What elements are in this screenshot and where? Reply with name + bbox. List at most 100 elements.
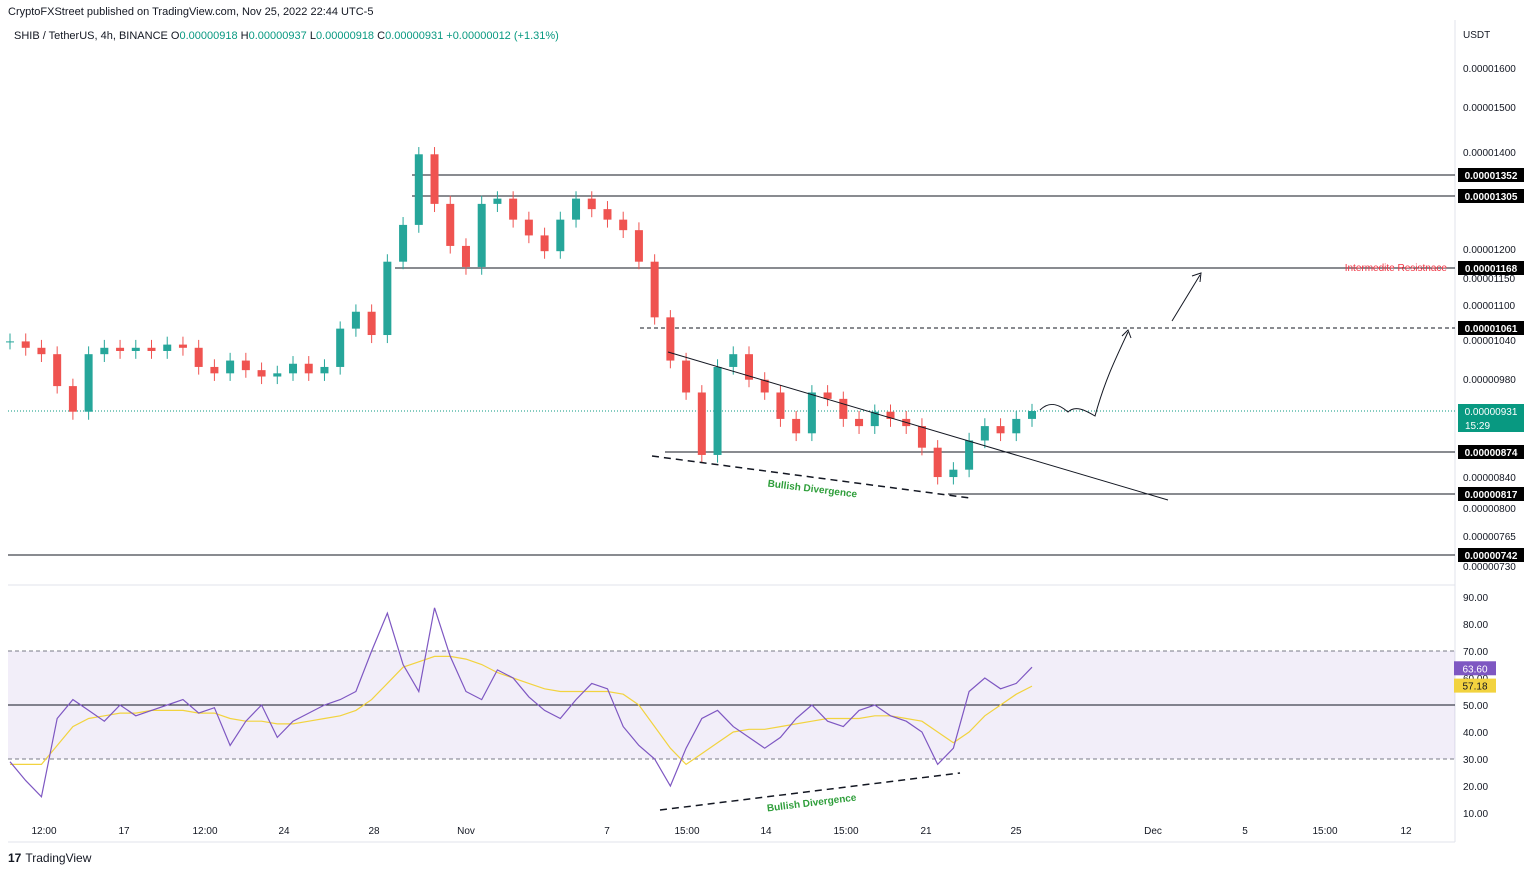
rsi-divergence-line <box>659 772 961 811</box>
candle <box>84 354 93 412</box>
open-label: O <box>170 30 180 42</box>
candle <box>430 154 439 204</box>
rsi-tick-label: 20.00 <box>1463 782 1488 793</box>
candle <box>477 203 486 267</box>
tradingview-brand[interactable]: 17 TradingView <box>8 851 91 865</box>
tradingview-logo-icon: 17 <box>8 851 22 865</box>
rsi-ma-value-label: 57.18 <box>1462 682 1487 693</box>
brand-name: TradingView <box>25 851 92 865</box>
price-tick-label: 0.00001100 <box>1463 301 1516 312</box>
candle <box>776 392 785 419</box>
level-label-box <box>1458 487 1524 501</box>
projected-path <box>1039 331 1129 417</box>
rsi-tick-label: 10.00 <box>1463 809 1488 820</box>
rsi-tick-label: 30.00 <box>1463 755 1488 766</box>
price-tick-label: 0.00000765 <box>1463 532 1516 543</box>
candle <box>634 230 643 262</box>
time-tick-label: Dec <box>1144 826 1162 837</box>
candle <box>147 347 156 351</box>
price-tick-label: 0.00001400 <box>1463 148 1516 159</box>
rsi-ma-line <box>10 655 1033 766</box>
close-label: C <box>377 30 386 42</box>
time-tick-label: 28 <box>368 826 380 837</box>
level-label-box <box>1458 445 1524 459</box>
candle <box>21 341 30 348</box>
time-tick-label: 12:00 <box>31 826 56 837</box>
candle <box>367 311 376 336</box>
candle <box>713 366 722 455</box>
candle <box>509 198 518 220</box>
level-label-box <box>1458 261 1524 275</box>
currency-label[interactable]: USDT <box>1463 30 1491 41</box>
candle <box>619 219 628 231</box>
candle <box>414 154 423 225</box>
candle <box>886 411 895 419</box>
time-tick-label: 24 <box>278 826 290 837</box>
level-label: 0.00000817 <box>1465 490 1518 501</box>
candle <box>870 411 879 427</box>
price-divergence-line <box>651 455 971 499</box>
candle <box>273 373 282 377</box>
candle <box>320 366 329 374</box>
high-value: 0.00000937 <box>248 30 307 42</box>
candle <box>587 198 596 210</box>
rsi-line <box>9 607 1033 799</box>
candle <box>839 398 848 419</box>
candle <box>949 469 958 478</box>
candle <box>194 347 203 367</box>
rsi-ma-value-box <box>1454 678 1496 693</box>
candle <box>572 198 581 220</box>
level-label-box <box>1458 321 1524 335</box>
close-value: 0.00000931 <box>385 30 444 42</box>
time-tick-label: 5 <box>1242 826 1248 837</box>
candle <box>6 341 14 343</box>
candle <box>682 360 691 393</box>
candle <box>807 392 816 434</box>
time-tick-label: 25 <box>1010 826 1022 837</box>
open-value: 0.00000918 <box>179 30 238 42</box>
current-price-label: 0.00000931 <box>1465 407 1518 418</box>
arrow-head-icon <box>1191 272 1202 283</box>
rsi-tick-label: 80.00 <box>1463 620 1488 631</box>
level-label: 0.00001352 <box>1465 171 1518 182</box>
change-value: +0.00000012 (+1.31%) <box>446 30 559 42</box>
price-tick-label: 0.00001500 <box>1463 103 1516 114</box>
candle <box>980 426 989 441</box>
candle <box>556 219 565 252</box>
candle <box>53 354 62 387</box>
countdown-label: 15:29 <box>1465 421 1490 432</box>
candle <box>241 360 250 371</box>
time-tick-label: 12:00 <box>192 826 217 837</box>
candle <box>351 311 360 329</box>
descending-trendline <box>667 351 1169 501</box>
level-label-box <box>1458 168 1524 182</box>
candle <box>823 392 832 399</box>
candle <box>855 418 864 427</box>
symbol-legend: SHIB / TetherUS, 4h, BINANCE O0.00000918… <box>14 30 559 42</box>
low-value: 0.00000918 <box>315 30 375 42</box>
candle <box>131 347 140 351</box>
candle <box>289 363 298 374</box>
rsi-tick-label: 90.00 <box>1463 593 1488 604</box>
symbol-name[interactable]: SHIB / TetherUS, 4h, BINANCE <box>14 30 168 42</box>
time-tick-label: 21 <box>920 826 932 837</box>
time-tick-label: 12 <box>1400 826 1412 837</box>
candle <box>729 354 738 367</box>
price-tick-label: 0.00001150 <box>1463 274 1516 285</box>
candle <box>965 440 974 470</box>
candle <box>933 447 942 478</box>
candle <box>461 245 470 267</box>
rsi-tick-label: 70.00 <box>1463 647 1488 658</box>
candle <box>744 354 753 380</box>
candle <box>37 347 46 355</box>
price-tick-label: 0.00000730 <box>1463 562 1516 573</box>
candle <box>178 344 187 348</box>
candle <box>524 219 533 236</box>
rsi-value-box <box>1454 661 1496 676</box>
price-tick-label: 0.00000800 <box>1463 504 1516 515</box>
candle <box>446 203 455 246</box>
time-tick-label: 17 <box>118 826 130 837</box>
price-tick-label: 0.00000980 <box>1463 375 1516 386</box>
candle <box>792 418 801 434</box>
